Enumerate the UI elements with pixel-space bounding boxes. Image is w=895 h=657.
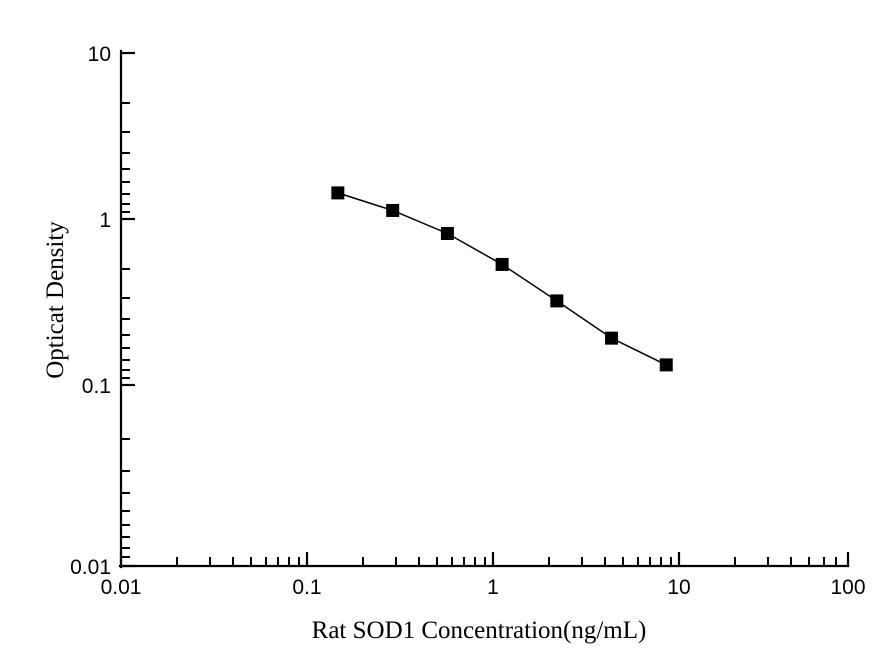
- y-axis-major-ticks: [121, 51, 135, 568]
- x-axis-title: Rat SOD1 Concentration(ng/mL): [312, 617, 647, 644]
- x-axis-major-ticks: [119, 552, 850, 566]
- x-tick-label-0.1: 0.1: [292, 576, 321, 599]
- y-tick-label-0.1: 0.1: [82, 375, 111, 398]
- data-point-marker: [659, 358, 673, 372]
- y-tick-label-10: 10: [88, 43, 111, 66]
- data-point-marker: [550, 294, 564, 308]
- x-tick-label-1: 1: [487, 576, 499, 599]
- y-tick-label-1: 1: [99, 209, 111, 232]
- x-tick-label-0.01: 0.01: [101, 576, 142, 599]
- y-axis-minor-ticks: [121, 102, 130, 558]
- series-markers: [331, 186, 673, 372]
- x-tick-label-100: 100: [830, 576, 865, 599]
- data-point-marker: [495, 257, 509, 271]
- x-axis-minor-ticks: [176, 557, 837, 566]
- y-axis-title: Opticat Density: [42, 221, 69, 379]
- data-point-marker: [440, 226, 454, 240]
- data-point-marker: [331, 186, 345, 200]
- x-tick-label-10: 10: [667, 576, 690, 599]
- y-tick-label-0.01: 0.01: [70, 556, 111, 579]
- data-point-marker: [386, 203, 400, 217]
- data-point-marker: [605, 331, 619, 345]
